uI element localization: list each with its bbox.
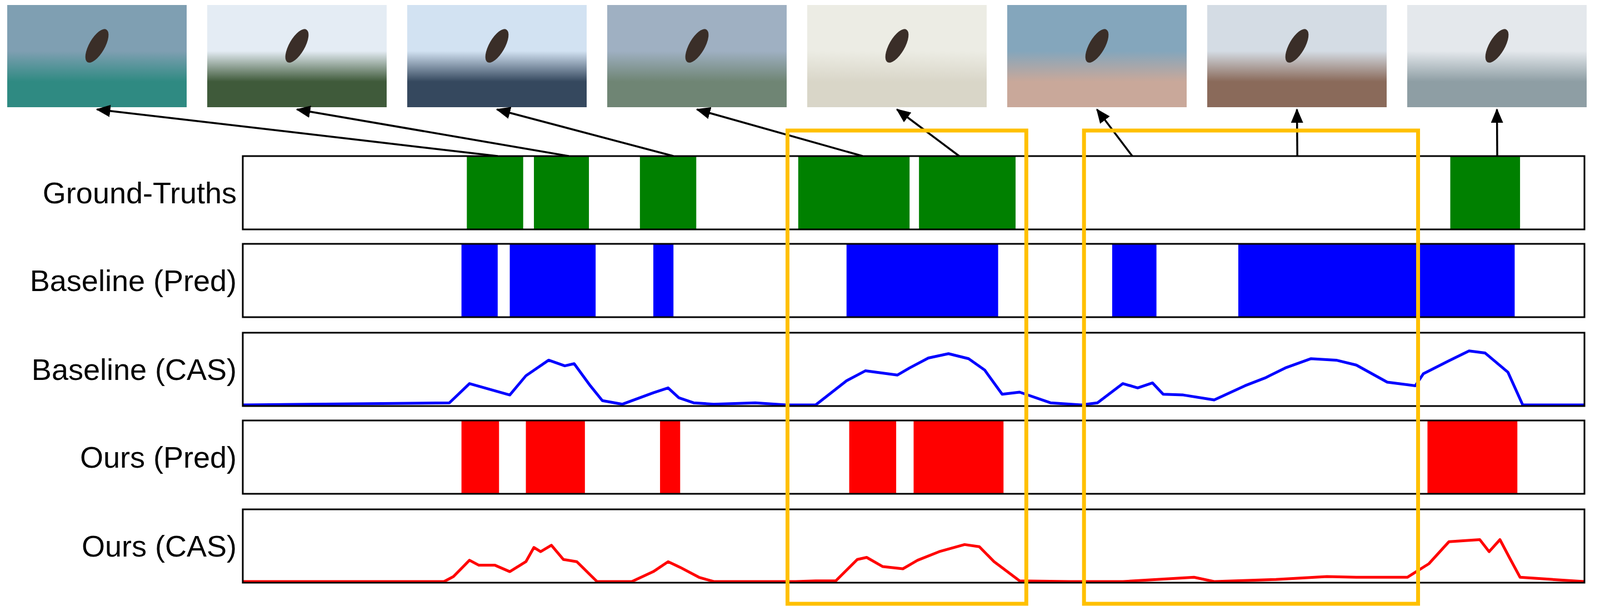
frame-figure	[1080, 25, 1113, 67]
frame-arrow	[297, 109, 569, 157]
interval-bar	[798, 156, 910, 230]
row-marks	[461, 243, 1515, 318]
interval-bar	[918, 156, 1016, 230]
frame-figure	[280, 25, 313, 67]
row-marks	[242, 351, 1585, 405]
interval-bar	[461, 420, 500, 494]
video-frame	[607, 5, 787, 108]
row-label: Ours (Pred)	[80, 440, 237, 474]
frame-figure	[1280, 25, 1313, 67]
frame-figure	[680, 25, 713, 67]
frame-arrow	[1296, 109, 1299, 157]
video-frame	[1407, 5, 1587, 108]
row-label: Ours (CAS)	[81, 529, 237, 563]
row-marks	[466, 156, 1520, 230]
interval-bar	[1238, 243, 1515, 318]
frame-figure	[880, 25, 913, 67]
interval-bar	[510, 243, 597, 318]
interval-bar	[461, 243, 498, 318]
row-frame	[242, 420, 1585, 494]
row-label: Baseline (CAS)	[31, 352, 237, 387]
frame-arrow	[697, 109, 863, 157]
highlight-box	[1083, 130, 1418, 604]
interval-bar	[913, 420, 1004, 494]
frame-arrow	[1496, 109, 1499, 157]
interval-bar	[1450, 156, 1521, 230]
interval-bar	[660, 420, 680, 494]
row-frame	[242, 243, 1585, 318]
frame-figure	[80, 25, 113, 67]
video-frame	[1007, 5, 1187, 108]
frame-arrow	[1097, 109, 1133, 157]
row-marks	[242, 540, 1585, 583]
interval-bar	[849, 420, 897, 494]
video-frame	[7, 5, 187, 108]
cas-curve	[242, 540, 1585, 583]
interval-bar	[640, 156, 697, 230]
row-frame	[242, 509, 1585, 583]
row-marks	[461, 420, 1518, 494]
interval-bar	[846, 243, 999, 318]
row-frame	[242, 332, 1585, 407]
interval-bar	[653, 243, 674, 318]
highlight-box	[787, 130, 1027, 604]
cas-curve	[242, 351, 1585, 405]
video-frame	[207, 5, 387, 108]
frame-figure	[1480, 25, 1513, 67]
interval-bar	[1427, 420, 1518, 494]
frame-figure	[480, 25, 513, 67]
video-frame	[1207, 5, 1387, 108]
interval-bar	[466, 156, 523, 230]
frame-arrow	[897, 109, 960, 157]
frame-arrow	[497, 109, 674, 157]
interval-bar	[533, 156, 589, 230]
video-frame	[407, 5, 587, 108]
interval-bar	[1112, 243, 1157, 318]
row-label: Baseline (Pred)	[30, 263, 237, 298]
video-frame	[807, 5, 987, 108]
row-frame	[242, 156, 1585, 230]
figure: Ground-Truths Baseline (Pred) Baseline (CA…	[0, 0, 1600, 611]
row-label: Ground-Truths	[42, 176, 237, 210]
interval-bar	[526, 420, 585, 494]
